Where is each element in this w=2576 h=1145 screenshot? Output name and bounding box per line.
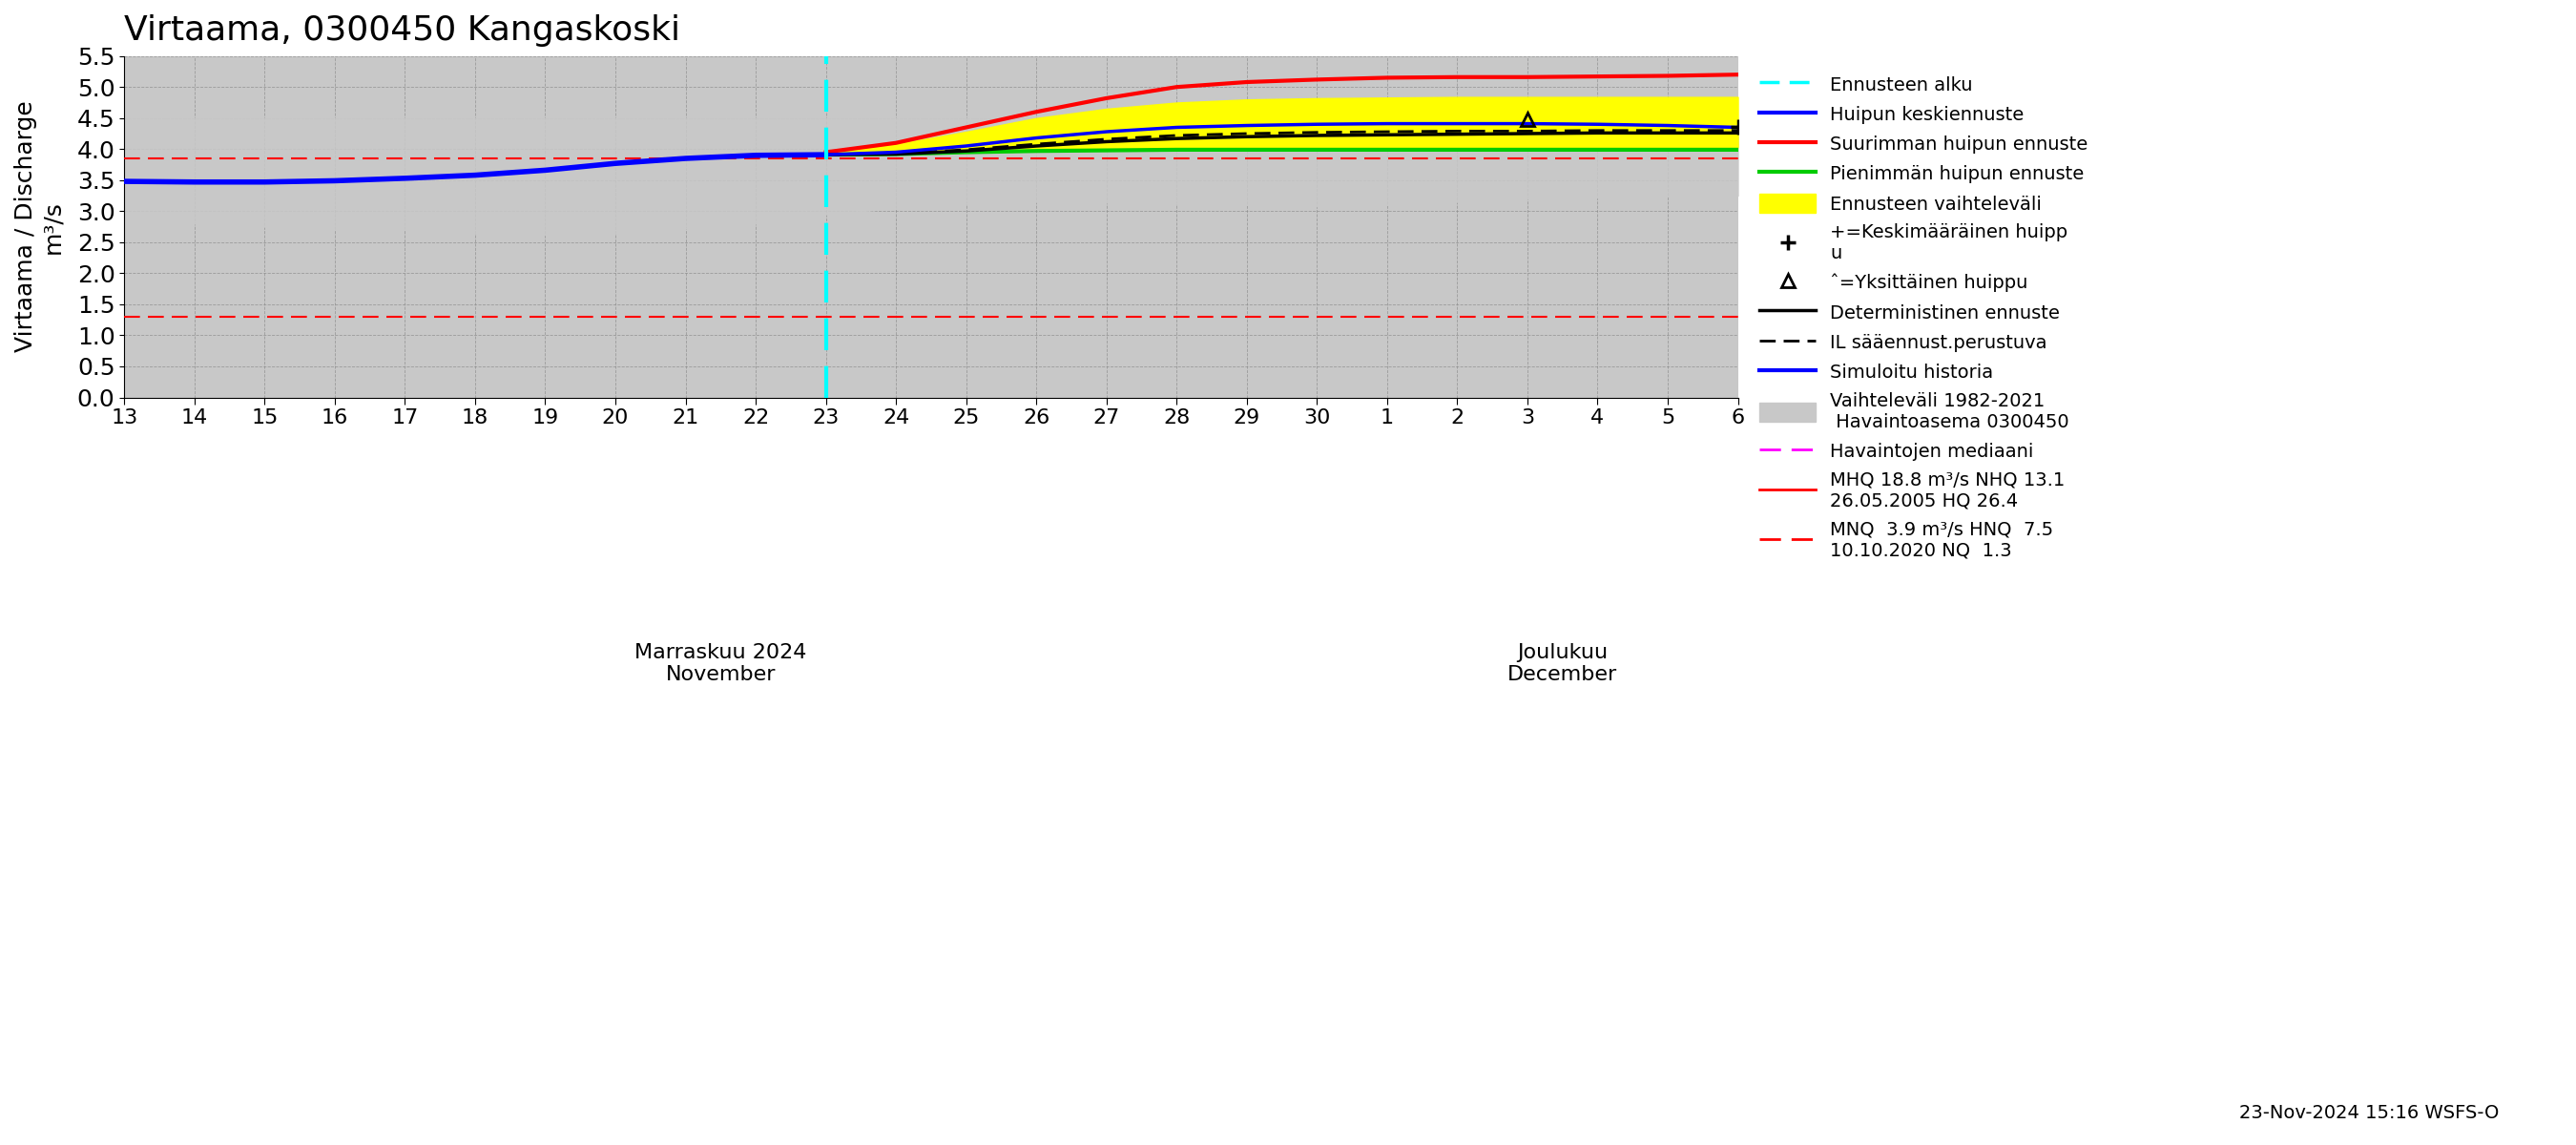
Y-axis label: Virtaama / Discharge
m³/s: Virtaama / Discharge m³/s bbox=[15, 101, 64, 353]
Text: Marraskuu 2024
November: Marraskuu 2024 November bbox=[634, 643, 806, 685]
Text: Virtaama, 0300450 Kangaskoski: Virtaama, 0300450 Kangaskoski bbox=[124, 14, 680, 47]
Legend: Ennusteen alku, Huipun keskiennuste, Suurimman huipun ennuste, Pienimmän huipun : Ennusteen alku, Huipun keskiennuste, Suu… bbox=[1749, 65, 2097, 569]
Text: 23-Nov-2024 15:16 WSFS-O: 23-Nov-2024 15:16 WSFS-O bbox=[2239, 1104, 2499, 1122]
Text: Joulukuu
December: Joulukuu December bbox=[1507, 643, 1618, 685]
